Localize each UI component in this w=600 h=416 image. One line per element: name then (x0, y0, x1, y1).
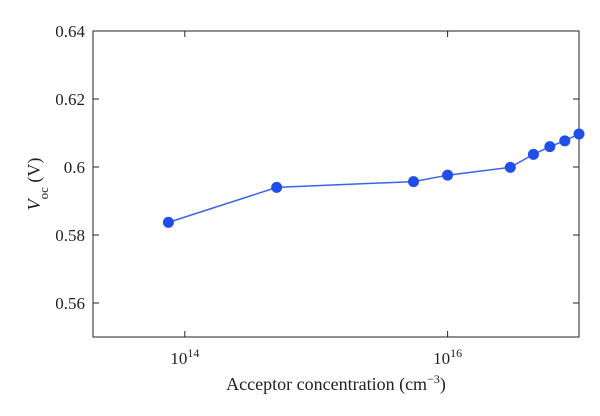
y-tick-label: 0.64 (55, 22, 85, 41)
data-point (574, 129, 585, 140)
plot-frame (93, 31, 579, 337)
y-axis-label-unit: (V) (24, 158, 45, 188)
y-axis-label-subscript: oc (36, 187, 51, 200)
x-axis-label-exponent: −3 (427, 372, 440, 386)
x-axis-label: Acceptor concentration (cm−3) (226, 372, 446, 395)
x-axis-label-close: ) (440, 374, 446, 395)
data-point (408, 176, 419, 187)
x-tick-label: 1014 (170, 346, 199, 368)
x-tick-label-base: 10 (170, 349, 187, 368)
y-tick-label: 0.62 (55, 90, 85, 109)
y-tick-label: 0.6 (64, 158, 85, 177)
x-tick-label-exponent: 16 (450, 346, 462, 360)
x-tick-label-base: 10 (433, 349, 450, 368)
y-tick-label: 0.58 (55, 226, 85, 245)
data-point (442, 170, 453, 181)
data-point (271, 182, 282, 193)
x-tick-label: 1016 (433, 346, 462, 368)
data-point (544, 141, 555, 152)
data-point (163, 217, 174, 228)
data-point (559, 135, 570, 146)
x-tick-label-exponent: 14 (187, 346, 199, 360)
data-point (505, 162, 516, 173)
y-axis-label: Voc (V) (24, 158, 51, 211)
y-tick-label: 0.56 (55, 294, 85, 313)
data-point (528, 149, 539, 160)
x-axis-label-text: Acceptor concentration (cm (226, 374, 427, 395)
